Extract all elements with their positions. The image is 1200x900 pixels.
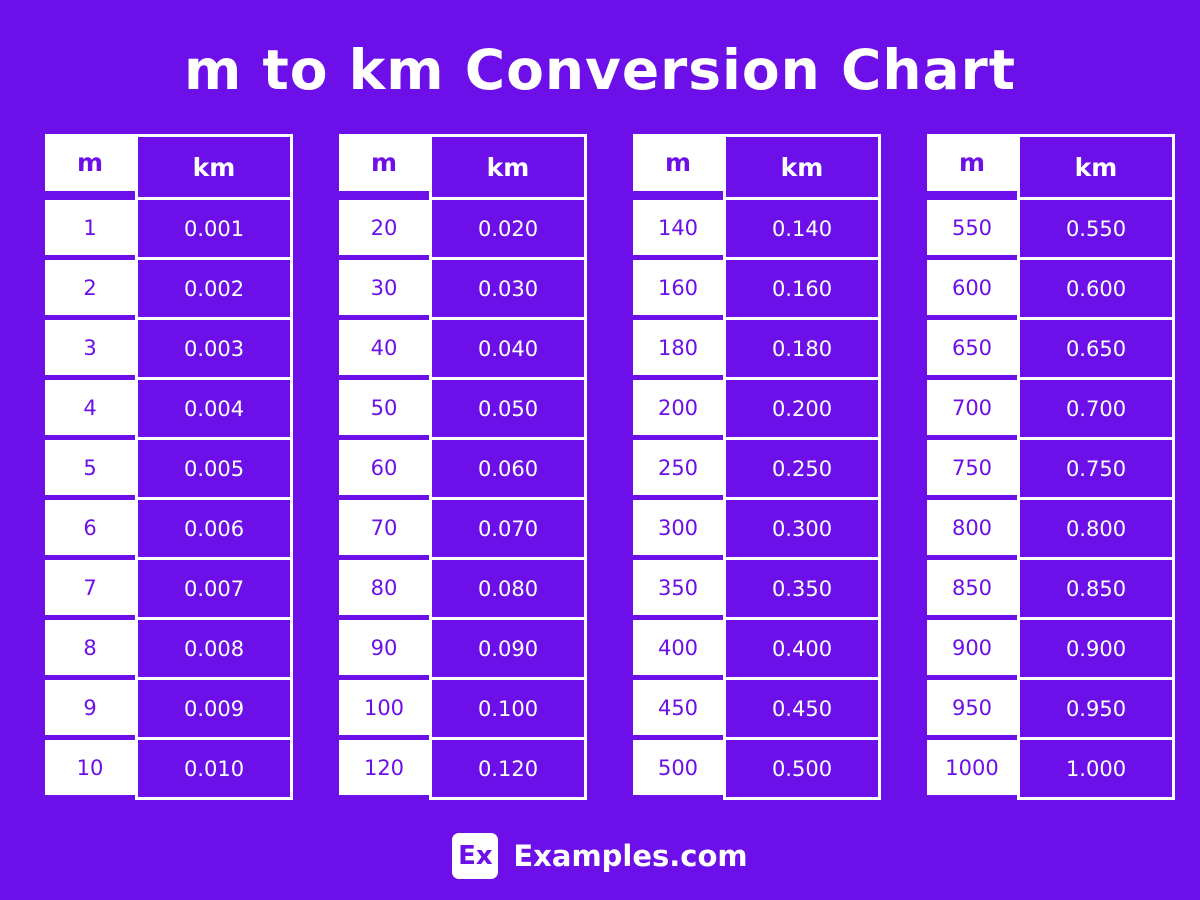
m-value: 90 — [339, 620, 429, 680]
m-value: 10 — [45, 740, 135, 800]
km-value: 0.750 — [1017, 440, 1175, 500]
col-header-km: km — [723, 134, 881, 200]
km-value: 0.005 — [135, 440, 293, 500]
m-value: 100 — [339, 680, 429, 740]
m-value: 650 — [927, 320, 1017, 380]
m-value: 50 — [339, 380, 429, 440]
km-value: 0.140 — [723, 200, 881, 260]
km-value: 0.350 — [723, 560, 881, 620]
m-value: 6 — [45, 500, 135, 560]
km-value: 0.003 — [135, 320, 293, 380]
m-value: 700 — [927, 380, 1017, 440]
m-value: 800 — [927, 500, 1017, 560]
km-value: 0.050 — [429, 380, 587, 440]
km-value: 0.700 — [1017, 380, 1175, 440]
conversion-table-4: m km 550 0.550 600 0.600 650 0.650 700 0.700 750 0.… — [927, 134, 1175, 800]
km-value: 0.009 — [135, 680, 293, 740]
m-value: 180 — [633, 320, 723, 380]
brand-name: Examples.com — [513, 839, 748, 873]
km-value: 0.100 — [429, 680, 587, 740]
m-value: 9 — [45, 680, 135, 740]
km-value: 0.500 — [723, 740, 881, 800]
col-header-m: m — [633, 134, 723, 200]
m-value: 500 — [633, 740, 723, 800]
km-value: 0.650 — [1017, 320, 1175, 380]
km-value: 0.120 — [429, 740, 587, 800]
m-value: 900 — [927, 620, 1017, 680]
km-value: 0.850 — [1017, 560, 1175, 620]
km-value: 0.090 — [429, 620, 587, 680]
km-value: 0.250 — [723, 440, 881, 500]
col-header-km: km — [135, 134, 293, 200]
m-value: 7 — [45, 560, 135, 620]
m-value: 70 — [339, 500, 429, 560]
km-value: 0.002 — [135, 260, 293, 320]
m-value: 5 — [45, 440, 135, 500]
m-value: 1000 — [927, 740, 1017, 800]
m-value: 160 — [633, 260, 723, 320]
m-value: 350 — [633, 560, 723, 620]
km-value: 0.550 — [1017, 200, 1175, 260]
km-value: 0.450 — [723, 680, 881, 740]
m-value: 300 — [633, 500, 723, 560]
m-value: 30 — [339, 260, 429, 320]
m-value: 4 — [45, 380, 135, 440]
km-value: 0.060 — [429, 440, 587, 500]
m-value: 950 — [927, 680, 1017, 740]
conversion-table-2: m km 20 0.020 30 0.030 40 0.040 50 0.050 60 0.060 70… — [339, 134, 587, 800]
col-header-km: km — [1017, 134, 1175, 200]
m-value: 1 — [45, 200, 135, 260]
km-value: 0.200 — [723, 380, 881, 440]
km-value: 0.020 — [429, 200, 587, 260]
tables: m km 1 0.001 2 0.002 3 0.003 4 0.004 5 0.005 6 0.006 7… — [0, 134, 1200, 800]
m-value: 20 — [339, 200, 429, 260]
km-value: 0.800 — [1017, 500, 1175, 560]
page-title: m to km Conversion Chart — [183, 38, 1017, 102]
m-value: 8 — [45, 620, 135, 680]
km-value: 0.160 — [723, 260, 881, 320]
km-value: 0.400 — [723, 620, 881, 680]
km-value: 0.004 — [135, 380, 293, 440]
km-value: 0.900 — [1017, 620, 1175, 680]
m-value: 750 — [927, 440, 1017, 500]
col-header-m: m — [927, 134, 1017, 200]
m-value: 40 — [339, 320, 429, 380]
m-value: 80 — [339, 560, 429, 620]
km-value: 0.600 — [1017, 260, 1175, 320]
conversion-table-1: m km 1 0.001 2 0.002 3 0.003 4 0.004 5 0.005 6 0.006 7… — [45, 134, 293, 800]
km-value: 0.180 — [723, 320, 881, 380]
km-value: 1.000 — [1017, 740, 1175, 800]
m-value: 200 — [633, 380, 723, 440]
m-value: 450 — [633, 680, 723, 740]
conversion-table-3: m km 140 0.140 160 0.160 180 0.180 200 0.200 250 0.… — [633, 134, 881, 800]
km-value: 0.300 — [723, 500, 881, 560]
km-value: 0.010 — [135, 740, 293, 800]
m-value: 60 — [339, 440, 429, 500]
km-value: 0.070 — [429, 500, 587, 560]
km-value: 0.008 — [135, 620, 293, 680]
km-value: 0.001 — [135, 200, 293, 260]
m-value: 3 — [45, 320, 135, 380]
km-value: 0.006 — [135, 500, 293, 560]
km-value: 0.950 — [1017, 680, 1175, 740]
m-value: 2 — [45, 260, 135, 320]
km-value: 0.007 — [135, 560, 293, 620]
km-value: 0.030 — [429, 260, 587, 320]
km-value: 0.040 — [429, 320, 587, 380]
col-header-m: m — [339, 134, 429, 200]
examples-logo-icon: Ex — [452, 833, 499, 879]
m-value: 140 — [633, 200, 723, 260]
m-value: 400 — [633, 620, 723, 680]
footer: Ex Examples.com — [0, 833, 1200, 879]
m-value: 550 — [927, 200, 1017, 260]
m-value: 600 — [927, 260, 1017, 320]
km-value: 0.080 — [429, 560, 587, 620]
m-value: 120 — [339, 740, 429, 800]
m-value: 250 — [633, 440, 723, 500]
col-header-km: km — [429, 134, 587, 200]
m-value: 850 — [927, 560, 1017, 620]
col-header-m: m — [45, 134, 135, 200]
